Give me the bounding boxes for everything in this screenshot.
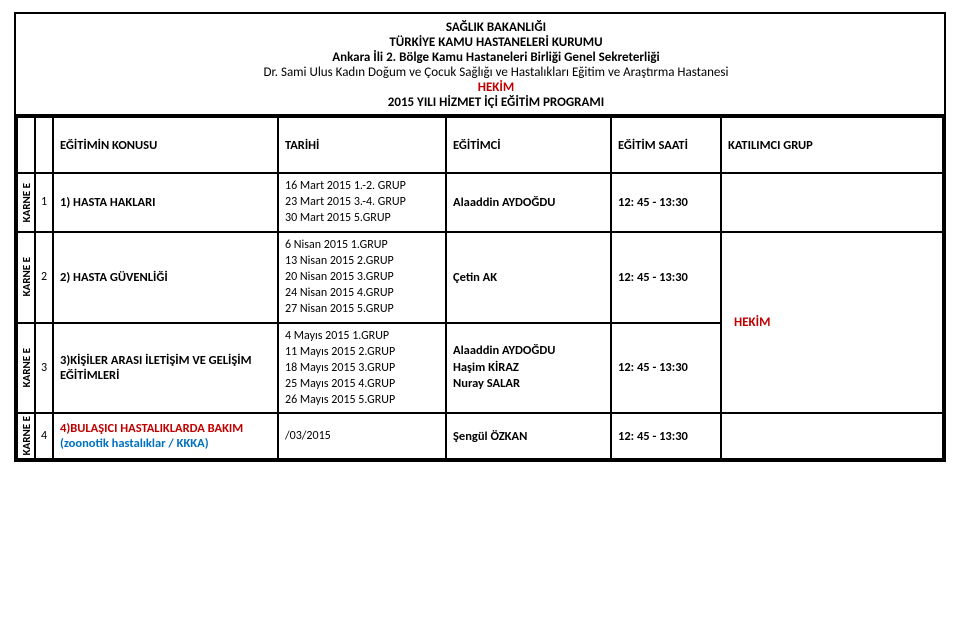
group-label-cell: HEKİM	[721, 232, 943, 414]
col-group: KATILIMCI GRUP	[721, 117, 943, 173]
vert-label: KARNE E	[18, 414, 36, 457]
col-date: TARİHİ	[278, 117, 446, 173]
col-subject: EĞİTİMİN KONUSU	[53, 117, 278, 173]
row-trainer: Alaaddin AYDOĞDU	[446, 173, 611, 232]
schedule-table: EĞİTİMİN KONUSU TARİHİ EĞİTİMCİ EĞİTİM S…	[16, 116, 944, 460]
row-num: 1	[35, 173, 53, 232]
document-header: SAĞLIK BAKANLIĞI TÜRKİYE KAMU HASTANELER…	[16, 14, 944, 116]
row-hours: 12: 45 - 13:30	[611, 413, 721, 458]
row-subject: 3)KİŞİLER ARASI İLETİŞİM VE GELİŞİM EĞİT…	[53, 323, 278, 414]
document-frame: SAĞLIK BAKANLIĞI TÜRKİYE KAMU HASTANELER…	[14, 12, 946, 462]
row4-subject-red: 4)BULAŞICI HASTALIKLARDA BAKIM	[60, 421, 243, 436]
header-line-3: Ankara İli 2. Bölge Kamu Hastaneleri Bir…	[56, 50, 936, 65]
table-row: KARNE E 1 1) HASTA HAKLARI 16 Mart 2015 …	[17, 173, 943, 232]
vert-label-cell: KARNE E	[17, 413, 35, 458]
vert-label: KARNE E	[18, 181, 36, 224]
row-dates: 16 Mart 2015 1.-2. GRUP 23 Mart 2015 3.-…	[278, 173, 446, 232]
header-line-6: 2015 YILI HİZMET İÇİ EĞİTİM PROGRAMI	[56, 95, 936, 110]
header-line-5: HEKİM	[56, 80, 936, 95]
table-row: KARNE E 4 4)BULAŞICI HASTALIKLARDA BAKIM…	[17, 413, 943, 458]
header-line-1: SAĞLIK BAKANLIĞI	[56, 20, 936, 35]
col-trainer: EĞİTİMCİ	[446, 117, 611, 173]
row-hours: 12: 45 - 13:30	[611, 173, 721, 232]
vert-label: KARNE E	[18, 255, 36, 298]
row-dates: /03/2015	[278, 413, 446, 458]
row-dates: 6 Nisan 2015 1.GRUP 13 Nisan 2015 2.GRUP…	[278, 232, 446, 323]
header-empty-a	[17, 117, 35, 173]
row-trainer: Alaaddin AYDOĞDU Haşim KİRAZ Nuray SALAR	[446, 323, 611, 414]
row-subject: 1) HASTA HAKLARI	[53, 173, 278, 232]
row-hours: 12: 45 - 13:30	[611, 232, 721, 323]
row-num: 4	[35, 413, 53, 458]
table-row: KARNE E 2 2) HASTA GÜVENLİĞİ 6 Nisan 201…	[17, 232, 943, 323]
vert-label-cell: KARNE E	[17, 232, 35, 323]
row-dates: 4 Mayıs 2015 1.GRUP 11 Mayıs 2015 2.GRUP…	[278, 323, 446, 414]
row-num: 3	[35, 323, 53, 414]
row-trainer: Çetin AK	[446, 232, 611, 323]
header-line-4: Dr. Sami Ulus Kadın Doğum ve Çocuk Sağlı…	[56, 65, 936, 80]
row-group-empty	[721, 173, 943, 232]
row-trainer: Şengül ÖZKAN	[446, 413, 611, 458]
row-subject: 2) HASTA GÜVENLİĞİ	[53, 232, 278, 323]
header-empty-b	[35, 117, 53, 173]
row-group-empty	[721, 413, 943, 458]
table-header-row: EĞİTİMİN KONUSU TARİHİ EĞİTİMCİ EĞİTİM S…	[17, 117, 943, 173]
col-hours: EĞİTİM SAATİ	[611, 117, 721, 173]
vert-label: KARNE E	[18, 346, 36, 389]
header-line-2: TÜRKİYE KAMU HASTANELERİ KURUMU	[56, 35, 936, 50]
row-num: 2	[35, 232, 53, 323]
vert-label-cell: KARNE E	[17, 323, 35, 414]
row4-subject-blue: (zoonotik hastalıklar / KKKA)	[60, 436, 209, 451]
row-hours: 12: 45 - 13:30	[611, 323, 721, 414]
row-subject: 4)BULAŞICI HASTALIKLARDA BAKIM (zoonotik…	[53, 413, 278, 458]
vert-label-cell: KARNE E	[17, 173, 35, 232]
